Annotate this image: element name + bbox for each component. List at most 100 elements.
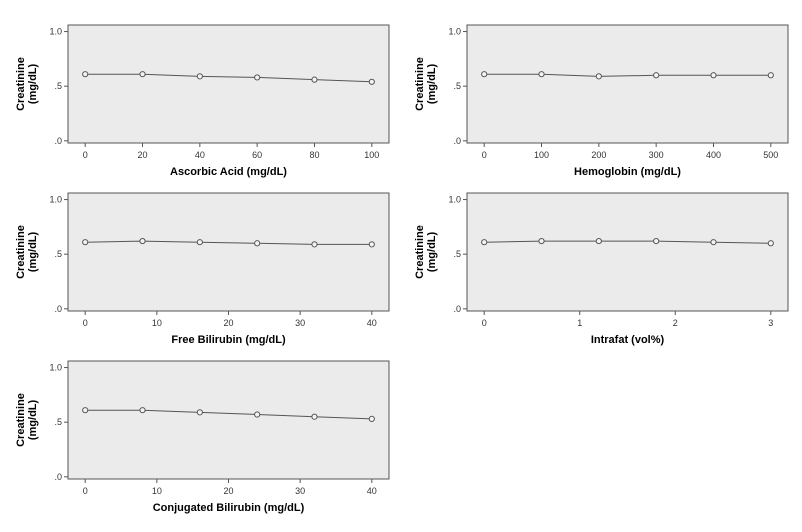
data-point xyxy=(538,71,545,78)
x-tick-label: 10 xyxy=(152,486,162,496)
data-point xyxy=(653,237,660,245)
chart-panel-5: .0 .5 1.0 0 10 20 30 40 Conjugated Bilirubin (mg… xyxy=(15,360,390,514)
x-tick-label: 20 xyxy=(223,486,233,496)
x-tick-label: 100 xyxy=(534,150,549,160)
y-axis-title-line: (mg/dL) xyxy=(426,232,438,273)
data-point xyxy=(481,71,488,78)
chart-panel-1: .0 .5 1.0 0 20 40 60 80 100 Ascorbic Acid (mg/dL)… xyxy=(15,24,390,178)
x-tick-label: 80 xyxy=(309,150,319,160)
data-point xyxy=(595,237,602,245)
x-axis-title: Intrafat (vol%) xyxy=(591,334,665,346)
x-axis-title: Conjugated Bilirubin (mg/dL) xyxy=(153,502,305,514)
x-tick-label: 30 xyxy=(295,318,305,328)
y-tick-label: 1.0 xyxy=(49,195,62,205)
y-axis-title-line: Creatinine xyxy=(15,225,27,279)
plot-area xyxy=(466,192,789,312)
x-axis-title: Hemoglobin (mg/dL) xyxy=(574,166,681,178)
y-axis-title: Creatinine(mg/dL) xyxy=(15,57,39,111)
x-tick-label: 2 xyxy=(673,318,678,328)
plot-area xyxy=(67,24,390,144)
y-axis-title-line: Creatinine xyxy=(414,57,426,111)
data-point xyxy=(368,78,375,85)
x-tick-label: 100 xyxy=(364,150,379,160)
y-axis-title-line: Creatinine xyxy=(15,57,27,111)
data-point xyxy=(311,76,318,83)
data-point xyxy=(82,71,89,78)
data-point xyxy=(311,241,318,248)
y-tick-label: .5 xyxy=(54,417,62,427)
data-point xyxy=(82,239,89,246)
series-line xyxy=(85,240,372,245)
data-point xyxy=(82,407,89,414)
data-point xyxy=(368,415,375,423)
x-tick-label: 0 xyxy=(482,150,487,160)
x-tick-label: 0 xyxy=(482,318,487,328)
series-line xyxy=(85,409,372,420)
x-tick-label: 400 xyxy=(706,150,721,160)
data-point xyxy=(767,72,774,79)
y-axis-title: Creatinine(mg/dL) xyxy=(15,393,39,447)
x-tick-label: 500 xyxy=(763,150,778,160)
y-axis-title-line: (mg/dL) xyxy=(27,232,39,273)
y-axis-title: Creatinine(mg/dL) xyxy=(414,225,438,279)
x-tick-label: 0 xyxy=(83,486,88,496)
series-line xyxy=(484,240,771,244)
y-axis-title-line: Creatinine xyxy=(414,225,426,279)
y-axis-title-line: (mg/dL) xyxy=(27,400,39,441)
y-tick-label: 1.0 xyxy=(49,363,62,373)
y-tick-label: 1.0 xyxy=(448,27,461,37)
y-tick-label: .5 xyxy=(453,81,461,91)
y-axis-title-line: Creatinine xyxy=(15,393,27,447)
y-tick-label: .0 xyxy=(54,136,62,146)
plot-area xyxy=(67,192,390,312)
plot-area xyxy=(466,24,789,144)
data-point xyxy=(139,71,146,78)
x-tick-label: 40 xyxy=(195,150,205,160)
data-point xyxy=(196,73,203,80)
x-tick-label: 300 xyxy=(649,150,664,160)
y-tick-label: .5 xyxy=(453,249,461,259)
y-axis-title: Creatinine(mg/dL) xyxy=(15,225,39,279)
x-tick-label: 30 xyxy=(295,486,305,496)
y-tick-label: .0 xyxy=(453,304,461,314)
series-line xyxy=(85,73,372,83)
x-tick-label: 10 xyxy=(152,318,162,328)
y-tick-label: .0 xyxy=(54,304,62,314)
data-point xyxy=(710,239,717,246)
y-axis-title-line: (mg/dL) xyxy=(426,64,438,105)
data-point xyxy=(481,239,488,246)
data-point xyxy=(196,409,203,416)
x-axis-title: Ascorbic Acid (mg/dL) xyxy=(170,166,287,178)
x-tick-label: 0 xyxy=(83,150,88,160)
y-tick-label: .5 xyxy=(54,81,62,91)
y-axis-title: Creatinine(mg/dL) xyxy=(414,57,438,111)
chart-panel-3: .0 .5 1.0 0 10 20 30 40 Free Bilirubin (mg/dL) Cr… xyxy=(15,192,390,346)
data-point xyxy=(710,72,717,79)
data-point xyxy=(139,237,146,245)
plot-area xyxy=(67,360,390,480)
x-tick-label: 200 xyxy=(591,150,606,160)
data-point xyxy=(653,72,660,79)
x-tick-label: 3 xyxy=(768,318,773,328)
x-tick-label: 40 xyxy=(367,486,377,496)
data-point xyxy=(196,239,203,246)
x-tick-label: 40 xyxy=(367,318,377,328)
y-tick-label: 1.0 xyxy=(49,27,62,37)
data-point xyxy=(254,74,261,81)
chart-panel-4: .0 .5 1.0 0 1 2 3 Intrafat (vol%) Creatinine(mg/… xyxy=(414,192,789,346)
x-tick-label: 60 xyxy=(252,150,262,160)
x-axis-title: Free Bilirubin (mg/dL) xyxy=(171,334,286,346)
data-point xyxy=(311,413,318,420)
data-point xyxy=(254,240,261,247)
series-line xyxy=(484,73,771,77)
data-point xyxy=(538,237,545,245)
data-point xyxy=(595,73,602,80)
y-axis-title-line: (mg/dL) xyxy=(27,64,39,105)
chart-panel-2: .0 .5 1.0 0 100 200 300 400 500 Hemoglobin (mg/dL… xyxy=(414,24,789,178)
data-point xyxy=(767,240,774,247)
data-point xyxy=(254,411,261,418)
x-tick-label: 20 xyxy=(138,150,148,160)
y-tick-label: .0 xyxy=(54,472,62,482)
data-point xyxy=(139,407,146,414)
